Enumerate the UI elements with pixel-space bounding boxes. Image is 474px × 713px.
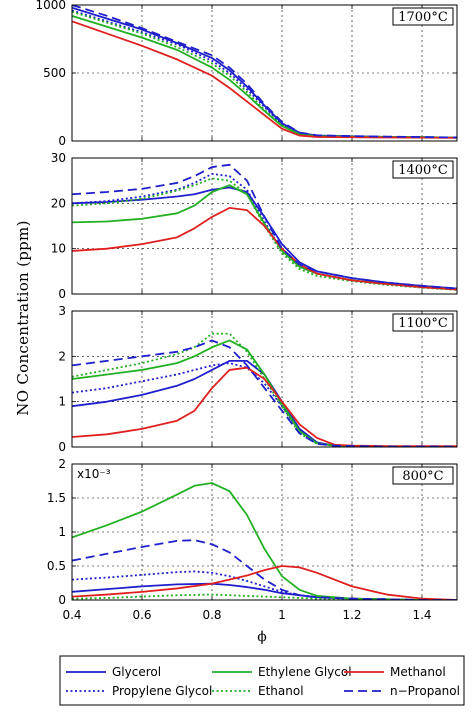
- series-line: [72, 163, 457, 290]
- legend-items: Glycerol Ethylene Glycol Methanol Propylene…: [66, 665, 460, 698]
- panel-title-box: [392, 7, 454, 26]
- x-tick-label: 1.2: [342, 608, 361, 622]
- series-line: [72, 186, 457, 290]
- legend-label: Propylene Glycol: [112, 684, 212, 698]
- panel-frame: [71, 310, 458, 448]
- y-tick-label: 0: [58, 287, 66, 301]
- panel-title: 1100°C: [398, 316, 448, 331]
- panel-title: 800°C: [402, 469, 443, 484]
- series-group: [72, 482, 457, 600]
- series-line: [72, 9, 457, 139]
- series-line: [72, 10, 457, 139]
- x-tick-label: 1.4: [412, 608, 431, 622]
- legend-label: n−Propanol: [390, 684, 460, 698]
- panel-title-box: [392, 313, 454, 332]
- series-line: [72, 366, 457, 447]
- legend-label: Methanol: [390, 665, 446, 679]
- panel-title: 1700°C: [398, 10, 448, 25]
- panel-1: 0 500 1000 1700°C: [35, 0, 458, 148]
- y-tick-label: 0: [58, 134, 66, 148]
- series-line: [72, 6, 457, 139]
- x-tick-label: 0.8: [202, 608, 221, 622]
- panel-3: 0 1 2 3 1100°C: [58, 304, 458, 454]
- panel-title-box: [392, 160, 454, 179]
- panel-title: 1400°C: [398, 163, 448, 178]
- x-tick-label: 0.4: [62, 608, 81, 622]
- y-tick-label: 0: [58, 440, 66, 454]
- series-line: [72, 593, 457, 600]
- panel-frame: [71, 463, 458, 601]
- legend-label: Ethylene Glycol: [258, 665, 352, 679]
- legend: Glycerol Ethylene Glycol Methanol Propylene…: [59, 655, 465, 706]
- series-line: [72, 5, 457, 139]
- y-tick-label: 500: [43, 66, 66, 80]
- x-tick-label: 0.6: [132, 608, 151, 622]
- series-line: [72, 339, 457, 447]
- panel-2: 0 10 20 30 1400°C: [51, 151, 458, 301]
- series-group: [72, 5, 457, 139]
- y-tick-label: 1: [58, 395, 66, 409]
- y-tick-label: 2: [58, 457, 66, 471]
- series-line: [72, 539, 457, 600]
- series-line: [72, 482, 457, 600]
- y-tick-label: 2: [58, 349, 66, 363]
- legend-box: [59, 655, 465, 706]
- y-tick-label: 3: [58, 304, 66, 318]
- y-axis-label: NO Concentration (ppm): [14, 220, 32, 415]
- panel-frame: [71, 4, 458, 142]
- legend-label: Glycerol: [112, 665, 161, 679]
- y-tick-label: 1000: [35, 0, 66, 12]
- panel-4: 0.4 0.6 0.8 1 1.2 1.4 0 0.5 1 1.5 2 800°C x10⁻³: [47, 457, 458, 622]
- panel-title-box: [392, 466, 454, 485]
- panel-frame: [71, 157, 458, 295]
- y-tick-label: 1: [58, 525, 66, 539]
- y-tick-label: 20: [51, 196, 66, 210]
- chart-panels: 050010001700°C01020301400°C01231100°C0.4…: [35, 0, 458, 622]
- y-tick-label: 0.5: [47, 559, 66, 573]
- y-tick-label: 30: [51, 151, 66, 165]
- series-line: [72, 177, 457, 291]
- series-line: [72, 15, 457, 139]
- series-group: [72, 163, 457, 291]
- series-line: [72, 570, 457, 600]
- series-line: [72, 20, 457, 139]
- series-line: [72, 332, 457, 447]
- scale-note: x10⁻³: [77, 467, 111, 481]
- y-tick-label: 0: [58, 593, 66, 607]
- series-line: [72, 206, 457, 291]
- y-tick-label: 10: [51, 242, 66, 256]
- x-axis-label: ϕ: [257, 629, 267, 645]
- x-tick-label: 1: [278, 608, 286, 622]
- series-line: [72, 565, 457, 600]
- legend-label: Ethanol: [258, 684, 304, 698]
- series-group: [72, 332, 457, 447]
- y-tick-label: 1.5: [47, 491, 66, 505]
- series-line: [72, 172, 457, 290]
